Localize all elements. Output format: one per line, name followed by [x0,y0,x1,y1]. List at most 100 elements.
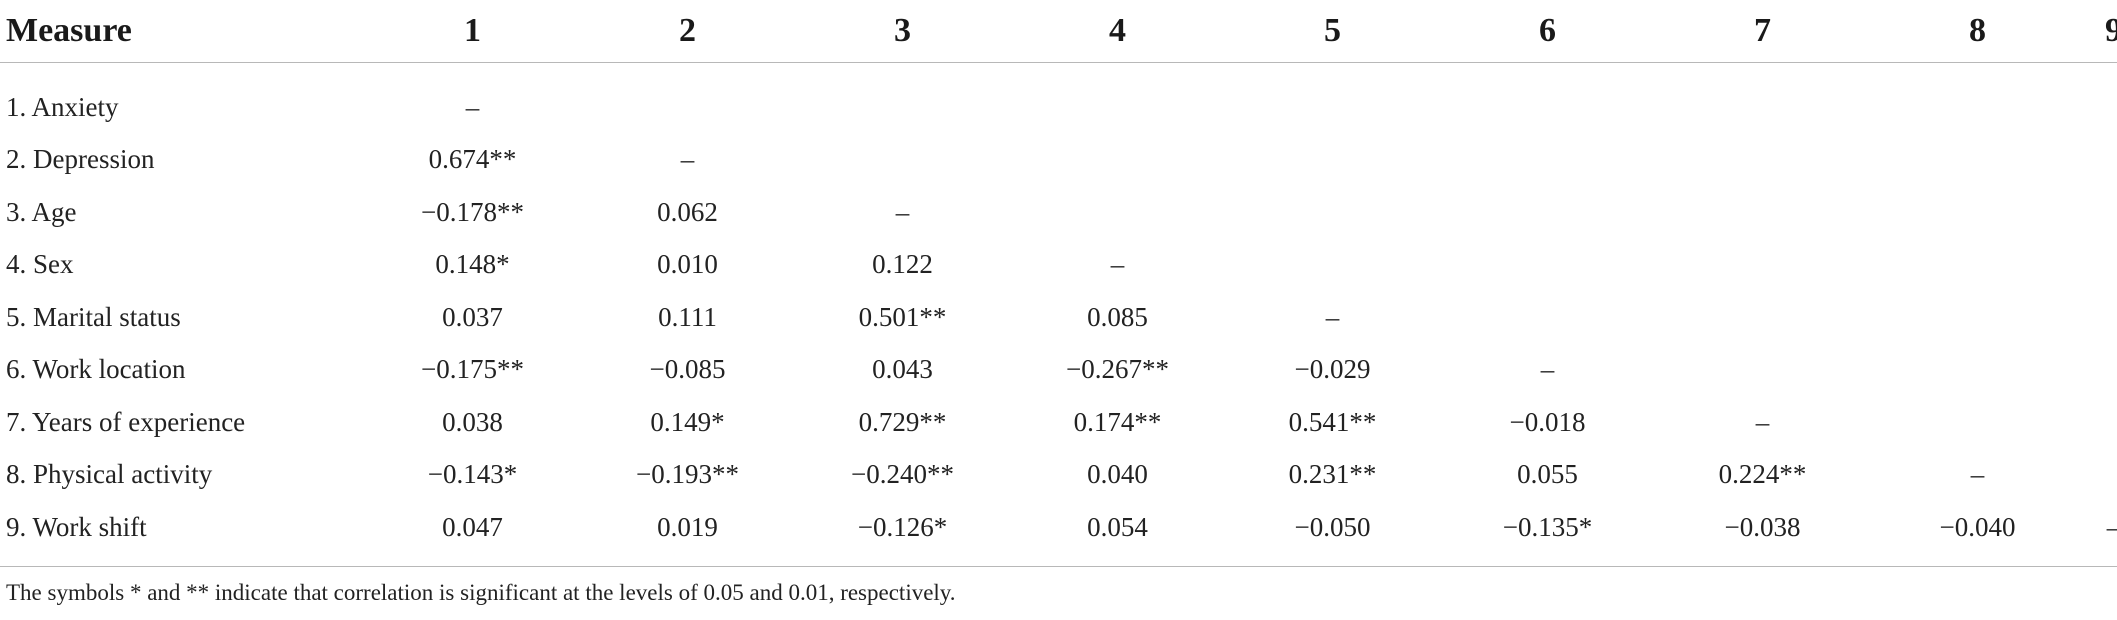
row-label: 2. Depression [6,144,155,175]
correlation-cell: −0.038 [1655,501,1870,567]
correlation-cell: 0.224** [1718,459,1807,490]
correlation-cell: 0.043 [872,354,933,385]
correlation-table: Measure 1 2 3 4 5 6 7 8 9 1. Anxiety – 2. … [0,0,2117,567]
correlation-cell: −0.029 [1294,354,1371,385]
correlation-cell [1655,344,1870,397]
correlation-cell: 0.729** [858,406,947,437]
correlation-cell: −0.175** [421,354,524,385]
column-header-5: 5 [1225,0,1440,63]
correlation-cell: – [1540,354,1555,385]
table-row: 4. Sex 0.148* 0.010 0.122 – [0,239,2117,292]
correlation-cell [1870,239,2085,292]
table-header-row: Measure 1 2 3 4 5 6 7 8 9 [0,0,2117,63]
correlation-cell: 0.674** [428,144,517,175]
correlation-cell [1870,134,2085,187]
table-row: 8. Physical activity −0.143* −0.193** −0.24… [0,449,2117,502]
correlation-cell [1225,239,1440,292]
correlation-cell: −0.135* [1440,501,1655,567]
correlation-cell: 0.055 [1517,459,1578,490]
correlation-cell [1440,134,1655,187]
correlation-cell: −0.018 [1509,406,1586,437]
row-label: 1. Anxiety [6,91,119,122]
correlation-cell [1440,239,1655,292]
correlation-cell [1655,63,1870,134]
correlation-cell: – [2085,501,2117,567]
row-label: 7. Years of experience [6,406,246,437]
correlation-cell: – [1755,406,1770,437]
correlation-cell [2085,239,2117,292]
correlation-cell [1655,239,1870,292]
table-row: 7. Years of experience 0.038 0.149* 0.729**… [0,396,2117,449]
column-header-4: 4 [1010,0,1225,63]
correlation-cell: −0.050 [1225,501,1440,567]
correlation-cell [580,63,795,134]
correlation-cell: −0.193** [636,459,739,490]
correlation-cell [1440,291,1655,344]
correlation-cell [1655,134,1870,187]
correlation-cell [2085,344,2117,397]
correlation-cell [1870,344,2085,397]
correlation-cell [1440,186,1655,239]
correlation-cell: 0.148* [435,249,510,280]
correlation-cell: 0.040 [1087,459,1148,490]
table-row: 1. Anxiety – [0,63,2117,134]
correlation-cell: −0.178** [421,196,524,227]
column-header-3: 3 [795,0,1010,63]
correlation-cell [1225,134,1440,187]
correlation-cell [1870,186,2085,239]
correlation-cell [1010,63,1225,134]
correlation-cell [795,134,1010,187]
correlation-cell [1010,186,1225,239]
correlation-cell: – [1970,459,1985,490]
correlation-cell: 0.010 [657,249,718,280]
correlation-cell [1655,291,1870,344]
row-label: 4. Sex [6,249,74,280]
correlation-cell [2085,186,2117,239]
row-label: 5. Marital status [6,301,181,332]
correlation-cell: 0.085 [1087,301,1148,332]
correlation-cell [1870,63,2085,134]
correlation-cell: 0.054 [1010,501,1225,567]
column-header-1: 1 [365,0,580,63]
row-label: 6. Work location [6,354,186,385]
correlation-cell [2085,134,2117,187]
column-header-2: 2 [580,0,795,63]
correlation-cell: 0.501** [858,301,947,332]
correlation-cell [1225,186,1440,239]
table-body: 1. Anxiety – 2. Depression 0.674** – 3. Age −0… [0,63,2117,567]
correlation-cell: 0.541** [1288,406,1377,437]
correlation-cell: 0.019 [580,501,795,567]
column-header-8: 8 [1870,0,2085,63]
row-label: 8. Physical activity [6,459,213,490]
column-header-7: 7 [1655,0,1870,63]
column-header-measure: Measure [0,0,365,63]
correlation-cell: – [1325,301,1340,332]
correlation-cell [1440,63,1655,134]
correlation-cell: 0.038 [442,406,503,437]
correlation-cell: – [465,91,480,122]
correlation-cell [2085,291,2117,344]
correlation-cell: 0.149* [650,406,725,437]
row-label: 9. Work shift [0,501,365,567]
table-row: 2. Depression 0.674** – [0,134,2117,187]
correlation-cell: 0.047 [365,501,580,567]
correlation-cell [1870,396,2085,449]
correlation-cell [1655,186,1870,239]
correlation-cell: −0.143* [427,459,518,490]
correlation-cell [2085,396,2117,449]
row-label: 3. Age [6,196,77,227]
correlation-cell: 0.111 [658,301,717,332]
correlation-cell: −0.040 [1870,501,2085,567]
table-row: 6. Work location −0.175** −0.085 0.043 −0.26… [0,344,2117,397]
correlation-cell: 0.122 [872,249,933,280]
column-header-9: 9 [2085,0,2117,63]
correlation-cell [1225,63,1440,134]
correlation-cell: 0.037 [442,301,503,332]
correlation-cell: −0.085 [649,354,726,385]
correlation-cell [1010,134,1225,187]
table-row: 5. Marital status 0.037 0.111 0.501** 0.085 – [0,291,2117,344]
correlation-cell: −0.126* [795,501,1010,567]
table-footnote: The symbols * and ** indicate that corre… [6,580,956,605]
correlation-cell: – [1110,249,1125,280]
correlation-cell: – [895,196,910,227]
